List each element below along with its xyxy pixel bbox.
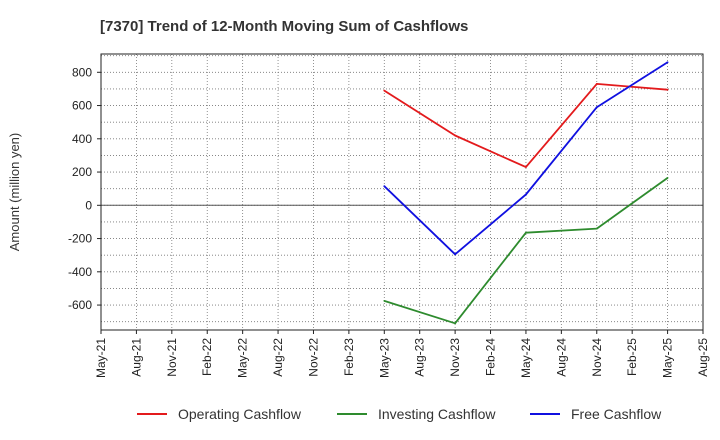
x-tick-label: May-24 (519, 338, 533, 378)
data-point-free-cashflow (525, 193, 527, 196)
x-tick-label: Nov-22 (306, 338, 320, 377)
y-tick-label: -200 (68, 232, 92, 246)
y-tick-label: 600 (72, 99, 92, 113)
data-point-operating-cashflow (383, 89, 386, 92)
series-lines (383, 61, 669, 325)
data-point-operating-cashflow (595, 83, 598, 85)
x-tick-label: Aug-21 (129, 338, 143, 377)
x-tick-label: Feb-22 (200, 338, 214, 376)
y-tick-label: 0 (85, 198, 92, 212)
data-point-free-cashflow (383, 185, 386, 188)
x-tick-label: Feb-23 (342, 338, 356, 376)
x-tick-label: Aug-23 (413, 338, 427, 377)
legend-label-free-cashflow: Free Cashflow (571, 406, 662, 422)
x-tick-label: Feb-24 (484, 338, 498, 376)
x-tick-label: May-22 (236, 338, 250, 378)
y-tick-label: 800 (72, 65, 92, 79)
x-tick-label: Nov-24 (590, 338, 604, 377)
data-point-free-cashflow (454, 253, 457, 256)
grid-lines (100, 54, 704, 330)
y-tick-label: -400 (68, 265, 92, 279)
data-point-investing-cashflow (595, 227, 598, 230)
x-tick-label: Aug-25 (696, 338, 710, 377)
data-point-investing-cashflow (454, 322, 457, 325)
x-tick-label: Aug-22 (271, 338, 285, 377)
data-point-investing-cashflow (383, 300, 386, 302)
chart-title: [7370] Trend of 12-Month Moving Sum of C… (100, 18, 468, 35)
x-axis-ticks: May-21 Aug-21 Nov-21 Feb-22 May-22 Aug-22 Nov-… (94, 330, 710, 378)
x-tick-label: May-23 (377, 338, 391, 378)
legend-label-operating-cashflow: Operating Cashflow (178, 406, 302, 422)
x-tick-label: Nov-23 (448, 338, 462, 377)
x-tick-label: Feb-25 (625, 338, 639, 376)
data-point-free-cashflow (595, 106, 598, 109)
data-point-operating-cashflow (666, 88, 669, 91)
y-tick-label: -600 (68, 298, 92, 312)
data-point-free-cashflow (666, 61, 669, 64)
legend: Operating Cashflow Investing Cashflow Free… (137, 406, 662, 422)
x-tick-label: May-25 (661, 338, 675, 378)
x-tick-label: Nov-21 (165, 338, 179, 377)
data-point-operating-cashflow (454, 134, 457, 137)
x-tick-label: Aug-24 (554, 338, 568, 377)
plot-area (101, 54, 703, 330)
data-point-investing-cashflow (525, 231, 527, 234)
data-point-operating-cashflow (525, 166, 527, 168)
legend-label-investing-cashflow: Investing Cashflow (378, 406, 496, 422)
plot-border (100, 53, 704, 331)
data-point-investing-cashflow (666, 176, 669, 179)
x-tick-label: May-21 (94, 338, 108, 378)
y-axis-ticks: -600 -400 -200 0 200 400 600 800 (68, 65, 101, 312)
y-axis-label: Amount (million yen) (7, 133, 22, 252)
y-tick-label: 400 (72, 132, 92, 146)
y-tick-label: 200 (72, 165, 92, 179)
